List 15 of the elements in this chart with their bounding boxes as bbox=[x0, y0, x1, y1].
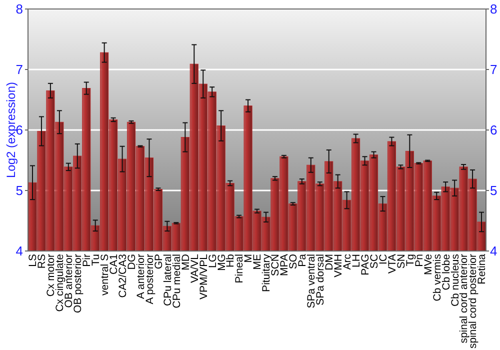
x-tick-label: MVe bbox=[422, 254, 434, 276]
x-tick-label: OB posterior bbox=[72, 254, 84, 313]
y-tick-label: 7 bbox=[16, 62, 23, 78]
y-tick-label: 5 bbox=[16, 183, 23, 198]
x-tick-label: RS bbox=[36, 254, 48, 269]
y-axis-title: Log2 (expression) bbox=[4, 82, 18, 178]
y2-tick-label: 7 bbox=[490, 62, 498, 78]
y2-tick-label: 6 bbox=[490, 122, 498, 138]
x-tick-label: Cb lobe bbox=[440, 254, 452, 290]
y2-tick-label: 4 bbox=[490, 244, 498, 259]
y-tick-label: 6 bbox=[16, 122, 23, 138]
y2-tick-label: 5 bbox=[490, 183, 498, 198]
y-tick-label: 8 bbox=[16, 2, 23, 17]
y-tick-label: 4 bbox=[16, 244, 23, 259]
y2-tick-label: 8 bbox=[490, 2, 498, 17]
